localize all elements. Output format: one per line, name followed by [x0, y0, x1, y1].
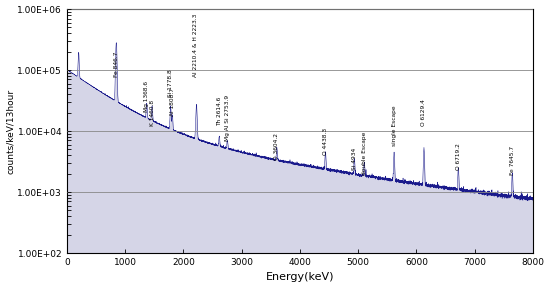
Y-axis label: counts/keV/13hour: counts/keV/13hour: [6, 88, 14, 174]
Text: double Escape: double Escape: [362, 132, 367, 175]
Text: Al 1808.7: Al 1808.7: [170, 88, 175, 116]
Text: Mg Al Si 2753.9: Mg Al Si 2753.9: [225, 95, 230, 141]
Text: O 6129.4: O 6129.4: [421, 99, 426, 126]
Text: K 1460.8: K 1460.8: [150, 100, 155, 126]
Text: Fe 846.7: Fe 846.7: [114, 52, 119, 77]
Text: Al 2210.4 & H 2223.3: Al 2210.4 & H 2223.3: [194, 14, 199, 77]
Text: O 6719.2: O 6719.2: [456, 143, 461, 170]
Text: Si 4934: Si 4934: [352, 148, 357, 170]
Text: Th 2614.6: Th 2614.6: [217, 97, 222, 126]
Text: O 4438.3: O 4438.3: [323, 128, 328, 156]
Text: Mg 1368.6: Mg 1368.6: [144, 81, 149, 111]
Text: single Escape: single Escape: [392, 105, 397, 146]
Text: O 3604.2: O 3604.2: [274, 133, 279, 160]
X-axis label: Energy(keV): Energy(keV): [266, 272, 334, 283]
Text: Fe 7645.7: Fe 7645.7: [510, 146, 515, 175]
Text: Si 1778.8: Si 1778.8: [168, 69, 173, 97]
